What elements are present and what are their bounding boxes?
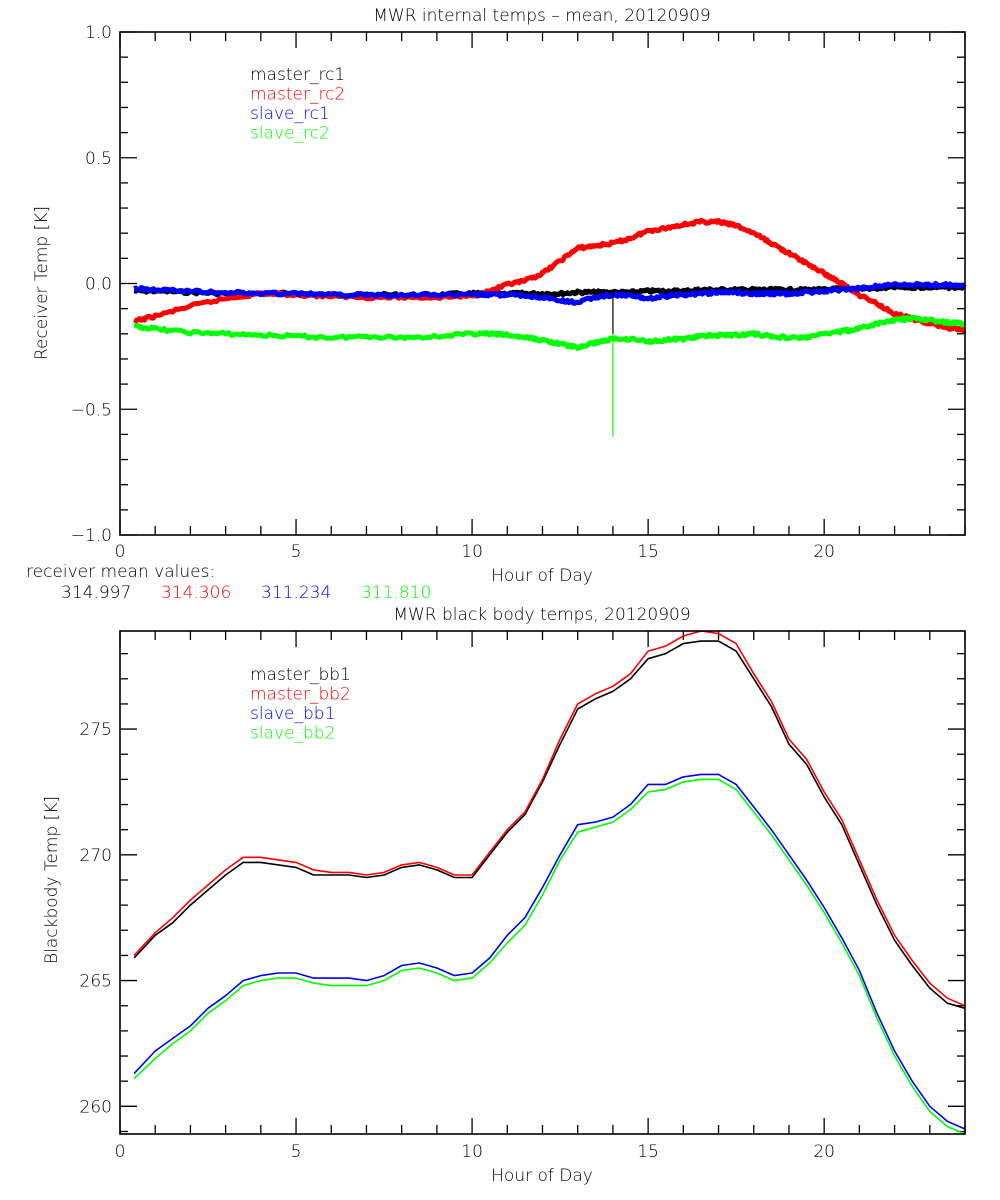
legend-entry: master_bb1 [250, 665, 351, 685]
x-tick-label: 15 [637, 1142, 659, 1162]
legend-entry: master_bb2 [250, 685, 351, 705]
x-tick-label: 10 [461, 1142, 483, 1162]
bottom-chart-frame [119, 630, 966, 1135]
receiver-mean-value: 314.997 [61, 583, 131, 603]
receiver-mean-values: receiver mean values: 314.997 314.306 31… [26, 562, 431, 603]
receiver-mean-label: receiver mean values: [26, 562, 215, 582]
series-line-slave_bb1 [133, 773, 966, 1130]
series-line-slave_bb2 [133, 778, 966, 1135]
receiver-temps-panel: MWR internal temps – mean, 20120909 0 5 10… [32, 6, 967, 586]
y-tick-label: 1.0 [85, 23, 112, 43]
top-chart-frame [119, 31, 966, 536]
y-tick-label: 0.0 [85, 275, 112, 295]
y-tick-label: 275 [80, 720, 112, 740]
series-line-slave_rc2 [133, 314, 966, 351]
x-tick-label: 20 [813, 1142, 835, 1162]
legend-entry: slave_bb1 [250, 704, 335, 724]
y-tick-label: 0.5 [85, 149, 112, 169]
series-line-master_bb1 [133, 640, 966, 1010]
legend-entry: master_rc2 [250, 85, 345, 105]
y-tick-label: 260 [80, 1097, 112, 1117]
y-tick-label: −0.5 [71, 400, 112, 420]
x-tick-label: 0 [115, 1142, 126, 1162]
x-tick-label: 5 [291, 542, 302, 562]
top-chart-title: MWR internal temps – mean, 20120909 [373, 6, 711, 26]
x-tick-label: 20 [813, 542, 835, 562]
x-tick-label: 10 [461, 542, 483, 562]
x-tick-label: 0 [115, 542, 126, 562]
legend-entry: master_rc1 [250, 65, 345, 85]
x-tick-label: 15 [637, 542, 659, 562]
receiver-mean-value: 311.810 [361, 583, 431, 603]
y-tick-label: 270 [80, 846, 112, 866]
top-chart-ylabel: Receiver Temp [K] [32, 206, 52, 360]
top-chart-tick-labels: 0 5 10 15 20 −1.0 −0.5 0.0 0.5 1.0 [71, 23, 835, 562]
y-tick-label: 265 [80, 972, 112, 992]
blackbody-temps-panel: MWR black body temps, 20120909 0 5 10 15 20 2… [42, 605, 966, 1186]
series-line-slave_rc1 [133, 280, 967, 306]
series-line-master_rc2 [133, 217, 967, 334]
bottom-chart-ylabel: Blackbody Temp [K] [42, 796, 62, 964]
bottom-chart-ticks [119, 631, 966, 1134]
top-chart-series [133, 217, 967, 437]
series-line-master_bb2 [133, 630, 966, 1007]
bottom-chart-xlabel: Hour of Day [491, 1166, 593, 1186]
receiver-mean-value: 311.234 [261, 583, 331, 603]
legend-entry: slave_bb2 [250, 724, 335, 744]
legend-entry: slave_rc2 [250, 124, 330, 144]
y-tick-label: −1.0 [71, 526, 112, 546]
receiver-mean-value: 314.306 [161, 583, 231, 603]
x-tick-label: 5 [291, 1142, 302, 1162]
bottom-chart-title: MWR black body temps, 20120909 [393, 605, 690, 625]
top-chart-ticks [119, 31, 966, 536]
legend-entry: slave_rc1 [250, 104, 330, 124]
bottom-chart-tick-labels: 0 5 10 15 20 260 265 270 275 [80, 720, 835, 1162]
bottom-chart-series [133, 630, 966, 1135]
top-chart-xlabel: Hour of Day [491, 566, 593, 586]
